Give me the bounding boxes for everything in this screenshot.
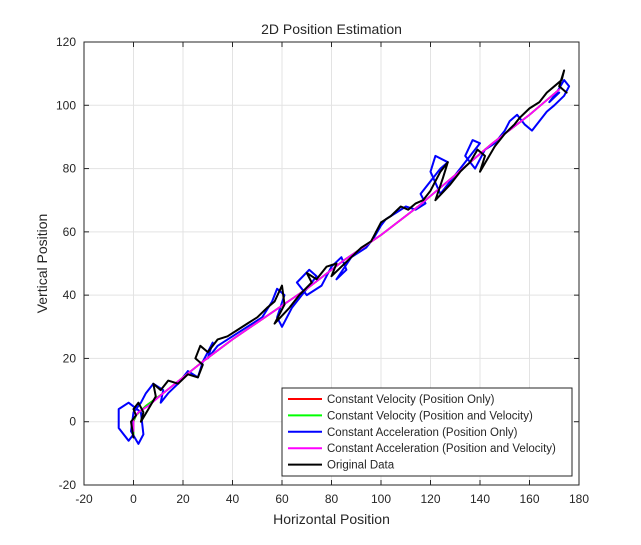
legend: Constant Velocity (Position Only) Constan… xyxy=(281,387,573,477)
y-tick-label: -20 xyxy=(59,478,77,492)
x-axis-label: Horizontal Position xyxy=(273,511,390,527)
x-tick-label: 60 xyxy=(275,492,289,506)
x-tick-label: 120 xyxy=(420,492,440,506)
x-tick-label: 100 xyxy=(371,492,391,506)
x-tick-label: 40 xyxy=(226,492,240,506)
y-tick-label: 0 xyxy=(69,415,76,429)
x-tick-label: 140 xyxy=(470,492,490,506)
y-tick-label: 40 xyxy=(63,288,77,302)
legend-entry: Constant Velocity (Position Only) xyxy=(327,394,495,406)
plot-area xyxy=(117,69,571,445)
x-tick-label: 80 xyxy=(325,492,339,506)
x-tick-label: -20 xyxy=(75,492,93,506)
legend-box xyxy=(281,387,573,477)
legend-entry: Original Data xyxy=(327,460,395,472)
x-tick-label: 20 xyxy=(176,492,190,506)
x-tick-label: 160 xyxy=(519,492,539,506)
x-tick-label: 0 xyxy=(130,492,137,506)
axis-ticks: -20 0 20 40 60 80 100 120 140 160 180 -20 0 20 40 60 80 1… xyxy=(56,35,589,506)
y-tick-label: 80 xyxy=(63,162,77,176)
legend-entry: Constant Velocity (Position and Velocity… xyxy=(327,410,533,422)
y-tick-label: 60 xyxy=(63,225,77,239)
chart-title: 2D Position Estimation xyxy=(261,21,402,37)
legend-entry: Constant Acceleration (Position and Velo… xyxy=(327,443,556,455)
series-line-5 xyxy=(130,69,568,439)
y-tick-label: 20 xyxy=(63,351,77,365)
legend-entry: Constant Acceleration (Position Only) xyxy=(327,427,518,439)
y-axis-label: Vertical Position xyxy=(34,214,50,314)
y-tick-label: 120 xyxy=(56,35,76,49)
y-tick-label: 100 xyxy=(56,98,76,112)
x-tick-label: 180 xyxy=(569,492,589,506)
